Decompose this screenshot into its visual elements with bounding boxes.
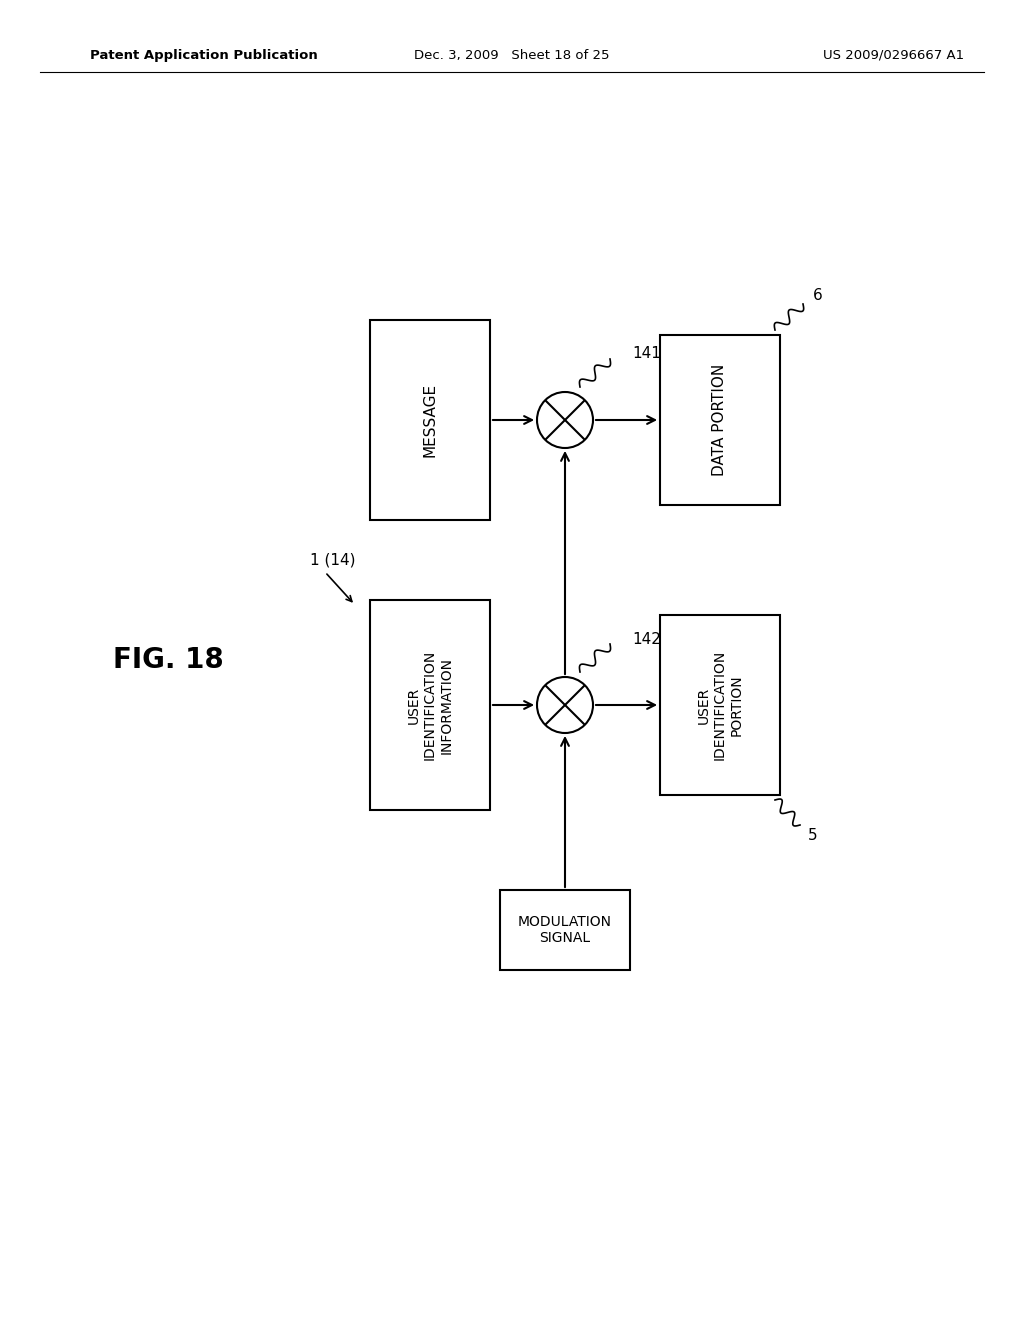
Text: 142: 142 [632, 631, 660, 647]
Text: 1 (14): 1 (14) [310, 553, 355, 568]
Text: 141: 141 [632, 346, 660, 362]
Text: DATA PORTION: DATA PORTION [713, 364, 727, 477]
Text: FIG. 18: FIG. 18 [113, 645, 223, 675]
Text: Patent Application Publication: Patent Application Publication [90, 49, 317, 62]
Bar [370, 319, 490, 520]
Text: US 2009/0296667 A1: US 2009/0296667 A1 [823, 49, 964, 62]
Text: MESSAGE: MESSAGE [423, 383, 437, 457]
Bar [660, 335, 780, 506]
Text: USER
IDENTIFICATION
INFORMATION: USER IDENTIFICATION INFORMATION [407, 649, 454, 760]
Bar [500, 890, 630, 970]
Circle shape [537, 392, 593, 447]
Circle shape [537, 677, 593, 733]
Bar [660, 615, 780, 795]
Text: 5: 5 [808, 828, 817, 842]
Text: Dec. 3, 2009   Sheet 18 of 25: Dec. 3, 2009 Sheet 18 of 25 [415, 49, 609, 62]
Text: MODULATION
SIGNAL: MODULATION SIGNAL [518, 915, 612, 945]
Bar [370, 601, 490, 810]
Text: USER
IDENTIFICATION
PORTION: USER IDENTIFICATION PORTION [696, 649, 743, 760]
Text: 6: 6 [813, 289, 822, 304]
